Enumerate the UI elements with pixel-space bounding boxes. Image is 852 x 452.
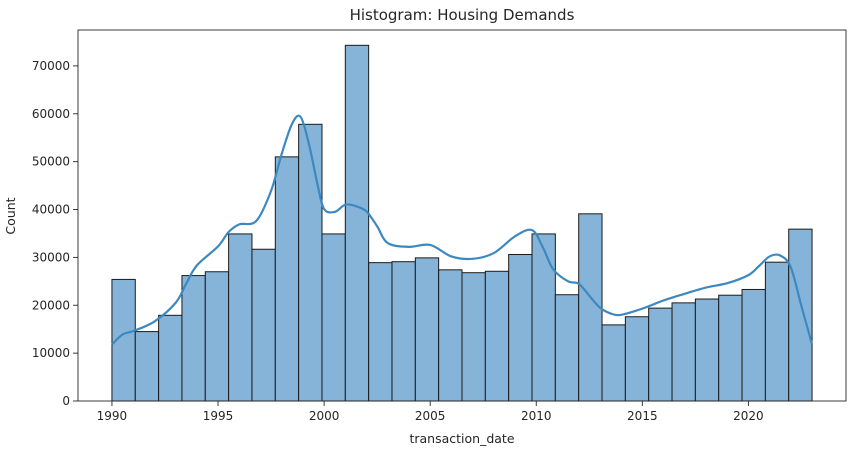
histogram-bar: [204, 271, 230, 402]
histogram-bar: [181, 275, 206, 402]
histogram-bar: [228, 233, 253, 402]
x-tick-label: 2000: [309, 409, 340, 423]
y-tick-label: 70000: [32, 59, 70, 73]
histogram-bar: [764, 261, 790, 402]
x-tick-label: 2005: [415, 409, 446, 423]
plot-frame: [77, 29, 847, 402]
histogram-bar: [718, 294, 743, 402]
histogram-bar: [391, 261, 416, 402]
histogram-bar: [298, 123, 323, 402]
y-tick-label: 0: [62, 394, 70, 408]
histogram-bars: [111, 44, 813, 402]
histogram-bar: [671, 302, 696, 402]
histogram-bar: [554, 294, 580, 402]
histogram-bar: [414, 257, 440, 402]
histogram-bar: [321, 233, 346, 402]
x-tick-label: 1990: [97, 409, 128, 423]
histogram-bar: [368, 262, 393, 402]
histogram-bar: [508, 254, 533, 402]
y-tick-label: 40000: [32, 203, 70, 217]
x-axis: 1990 1995 2000 2005 2010 2015 2020: [97, 401, 764, 423]
histogram-bar: [158, 314, 183, 402]
y-tick-label: 10000: [32, 346, 70, 360]
y-tick-label: 30000: [32, 250, 70, 264]
x-tick-label: 1995: [203, 409, 234, 423]
y-axis: 0 10000 20000 30000 40000 50000 60000 70000: [32, 59, 78, 408]
histogram-bar: [531, 233, 556, 402]
x-tick-label: 2015: [627, 409, 658, 423]
histogram-bar: [134, 331, 160, 402]
histogram-bar: [624, 316, 650, 402]
histogram-bar: [344, 44, 370, 402]
histogram-bar: [788, 228, 813, 402]
x-tick-label: 2020: [733, 409, 764, 423]
histogram-bar: [274, 156, 300, 402]
y-tick-label: 20000: [32, 298, 70, 312]
x-tick-label: 2010: [521, 409, 552, 423]
histogram-bar: [601, 324, 626, 402]
kde-curve: [111, 114, 814, 346]
histogram-bar: [648, 307, 673, 402]
y-tick-label: 60000: [32, 107, 70, 121]
histogram-bar: [741, 288, 766, 402]
y-axis-label: Count: [3, 197, 18, 234]
histogram-bar: [251, 248, 276, 402]
y-tick-label: 50000: [32, 155, 70, 169]
x-axis-label: transaction_date: [409, 431, 514, 446]
histogram-bar: [694, 298, 720, 402]
chart-title: Histogram: Housing Demands: [350, 6, 575, 24]
histogram-bar: [461, 272, 486, 402]
histogram-bar: [438, 269, 463, 402]
histogram-bar: [484, 270, 510, 402]
